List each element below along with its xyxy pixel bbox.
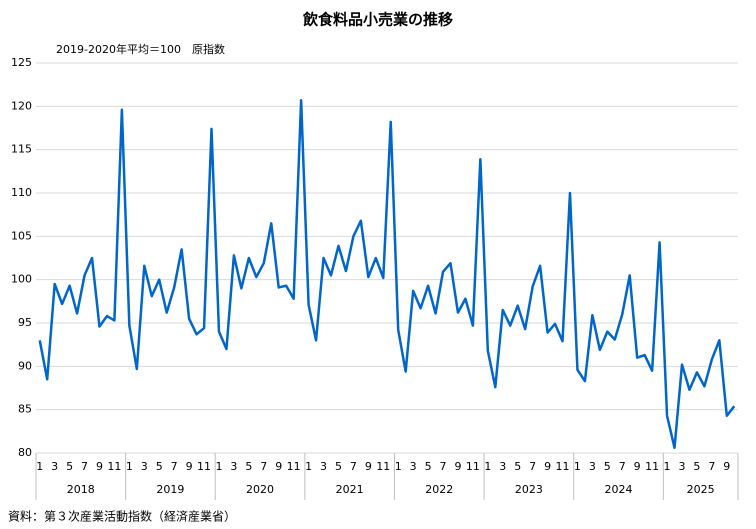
year-label: 2022 [425,483,453,496]
x-tick-label: 1 [574,460,581,473]
x-tick-label: 9 [454,460,461,473]
x-tick-label: 5 [156,460,163,473]
x-tick-label: 3 [141,460,148,473]
year-label: 2023 [515,483,543,496]
x-tick-label: 1 [126,460,133,473]
x-tick-label: 9 [96,460,103,473]
x-tick-label: 7 [619,460,626,473]
x-tick-label: 7 [171,460,178,473]
x-tick-label: 7 [708,460,715,473]
x-tick-label: 11 [466,460,480,473]
y-tick-label: 90 [18,359,32,372]
year-label: 2021 [336,483,364,496]
x-tick-label: 7 [350,460,357,473]
year-label: 2020 [246,483,274,496]
x-tick-label: 1 [305,460,312,473]
x-tick-label: 3 [499,460,506,473]
x-tick-label: 3 [678,460,685,473]
x-tick-label: 1 [215,460,222,473]
x-tick-label: 3 [410,460,417,473]
x-tick-label: 9 [544,460,551,473]
x-tick-label: 7 [81,460,88,473]
x-tick-label: 3 [320,460,327,473]
x-tick-label: 9 [365,460,372,473]
x-tick-label: 11 [197,460,211,473]
x-tick-label: 7 [529,460,536,473]
x-tick-label: 1 [36,460,43,473]
x-tick-label: 5 [335,460,342,473]
chart-title: 飲食料品小売業の推移 [302,11,453,29]
x-tick-label: 5 [514,460,521,473]
x-tick-label: 3 [230,460,237,473]
x-tick-label: 1 [395,460,402,473]
x-tick-label: 11 [376,460,390,473]
source-note: 資料：第３次産業活動指数（経済産業省） [8,509,236,524]
y-tick-label: 95 [18,316,32,329]
x-tick-label: 5 [245,460,252,473]
y-tick-label: 85 [18,403,32,416]
year-label: 2018 [67,483,95,496]
series-line [38,99,736,450]
x-tick-label: 3 [589,460,596,473]
x-tick-label: 11 [556,460,570,473]
x-tick-label: 11 [287,460,301,473]
y-tick-label: 80 [18,446,32,459]
x-tick-label: 5 [604,460,611,473]
x-tick-label: 7 [440,460,447,473]
x-tick-label: 9 [723,460,730,473]
x-tick-label: 3 [51,460,58,473]
x-tick-label: 9 [186,460,193,473]
y-tick-label: 115 [11,143,32,156]
year-label: 2024 [605,483,633,496]
year-label: 2019 [156,483,184,496]
year-label: 2025 [687,483,715,496]
x-tick-label: 1 [484,460,491,473]
x-tick-label: 7 [260,460,267,473]
y-tick-label: 110 [11,186,32,199]
x-tick-label: 9 [634,460,641,473]
y-tick-label: 125 [11,56,32,69]
x-tick-label: 11 [107,460,121,473]
y-tick-label: 120 [11,99,32,112]
x-tick-label: 9 [275,460,282,473]
x-tick-label: 1 [664,460,671,473]
y-tick-label: 100 [11,273,32,286]
x-tick-label: 5 [66,460,73,473]
chart-subtitle: 2019-2020年平均＝100 原指数 [56,42,225,56]
x-tick-label: 5 [693,460,700,473]
y-tick-label: 105 [11,229,32,242]
x-tick-label: 11 [645,460,659,473]
x-tick-label: 5 [425,460,432,473]
